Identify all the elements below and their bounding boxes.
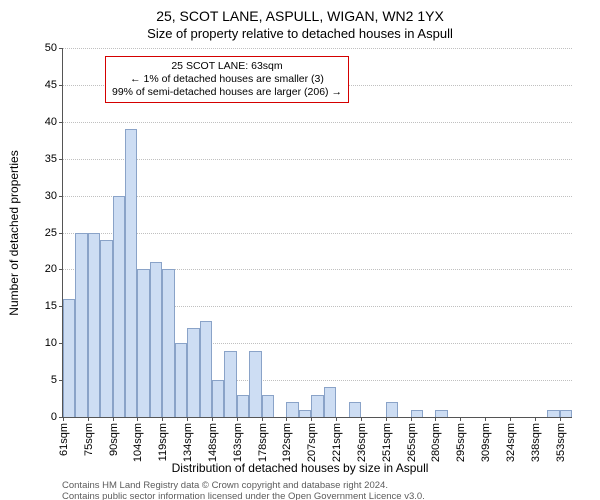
- gridline: [63, 233, 572, 234]
- xtick-mark: [311, 417, 312, 421]
- xtick-label: 207sqm: [304, 423, 318, 462]
- footer-line-2: Contains public sector information licen…: [62, 491, 572, 500]
- plot-area: 0510152025303540455061sqm75sqm90sqm104sq…: [62, 48, 572, 418]
- ytick-label: 35: [45, 153, 63, 165]
- histogram-bar: [286, 402, 298, 417]
- xtick-label: 221sqm: [329, 423, 343, 462]
- chart-subtitle: Size of property relative to detached ho…: [0, 26, 600, 41]
- xtick-mark: [336, 417, 337, 421]
- xtick-label: 134sqm: [180, 423, 194, 462]
- xtick-label: 104sqm: [130, 423, 144, 462]
- footer-line-1: Contains HM Land Registry data © Crown c…: [62, 480, 572, 491]
- xtick-label: 236sqm: [354, 423, 368, 462]
- xtick-label: 280sqm: [428, 423, 442, 462]
- ytick-label: 50: [45, 42, 63, 54]
- xtick-label: 178sqm: [255, 423, 269, 462]
- histogram-bar: [187, 328, 199, 417]
- ytick-label: 0: [51, 411, 63, 423]
- histogram-bar: [75, 233, 87, 418]
- gridline: [63, 196, 572, 197]
- x-axis-label: Distribution of detached houses by size …: [0, 461, 600, 475]
- gridline: [63, 159, 572, 160]
- xtick-mark: [510, 417, 511, 421]
- xtick-mark: [212, 417, 213, 421]
- histogram-bar: [63, 299, 75, 417]
- histogram-bar: [249, 351, 261, 417]
- xtick-mark: [411, 417, 412, 421]
- xtick-mark: [88, 417, 89, 421]
- xtick-mark: [560, 417, 561, 421]
- xtick-mark: [262, 417, 263, 421]
- gridline: [63, 48, 572, 49]
- histogram-bar: [349, 402, 361, 417]
- xtick-label: 192sqm: [279, 423, 293, 462]
- xtick-label: 148sqm: [205, 423, 219, 462]
- xtick-mark: [435, 417, 436, 421]
- xtick-mark: [63, 417, 64, 421]
- histogram-bar: [200, 321, 212, 417]
- histogram-bar: [386, 402, 398, 417]
- ytick-label: 30: [45, 190, 63, 202]
- xtick-mark: [460, 417, 461, 421]
- histogram-bar: [411, 410, 423, 417]
- ytick-label: 15: [45, 300, 63, 312]
- histogram-bar: [237, 395, 249, 417]
- histogram-bar: [311, 395, 323, 417]
- annotation-line-3: 99% of semi-detached houses are larger (…: [112, 86, 342, 99]
- histogram-bar: [175, 343, 187, 417]
- histogram-bar: [547, 410, 559, 417]
- ytick-label: 25: [45, 227, 63, 239]
- ytick-label: 40: [45, 116, 63, 128]
- xtick-label: 61sqm: [56, 423, 70, 456]
- xtick-label: 251sqm: [379, 423, 393, 462]
- ytick-label: 10: [45, 337, 63, 349]
- ytick-label: 45: [45, 79, 63, 91]
- xtick-mark: [286, 417, 287, 421]
- annotation-box: 25 SCOT LANE: 63sqm ← 1% of detached hou…: [105, 56, 349, 103]
- xtick-mark: [187, 417, 188, 421]
- xtick-mark: [485, 417, 486, 421]
- gridline: [63, 122, 572, 123]
- xtick-mark: [237, 417, 238, 421]
- xtick-label: 163sqm: [230, 423, 244, 462]
- property-size-chart: 25, SCOT LANE, ASPULL, WIGAN, WN2 1YX Si…: [0, 0, 600, 500]
- histogram-bar: [262, 395, 274, 417]
- histogram-bar: [212, 380, 224, 417]
- histogram-bar: [113, 196, 125, 417]
- ytick-label: 5: [51, 374, 63, 386]
- histogram-bar: [125, 129, 137, 417]
- histogram-bar: [137, 269, 149, 417]
- histogram-bar: [150, 262, 162, 417]
- histogram-bar: [162, 269, 174, 417]
- histogram-bar: [299, 410, 311, 417]
- ytick-label: 20: [45, 263, 63, 275]
- y-axis-label: Number of detached properties: [7, 150, 21, 315]
- histogram-bar: [560, 410, 572, 417]
- xtick-mark: [535, 417, 536, 421]
- xtick-mark: [162, 417, 163, 421]
- xtick-mark: [361, 417, 362, 421]
- xtick-label: 119sqm: [155, 423, 169, 461]
- histogram-bar: [224, 351, 236, 417]
- histogram-bar: [324, 387, 336, 417]
- annotation-line-1: 25 SCOT LANE: 63sqm: [112, 60, 342, 73]
- xtick-label: 75sqm: [81, 423, 95, 456]
- xtick-label: 265sqm: [404, 423, 418, 462]
- xtick-label: 338sqm: [528, 423, 542, 462]
- annotation-line-2: ← 1% of detached houses are smaller (3): [112, 73, 342, 86]
- histogram-bar: [88, 233, 100, 418]
- xtick-mark: [137, 417, 138, 421]
- histogram-bar: [100, 240, 112, 417]
- xtick-label: 324sqm: [503, 423, 517, 462]
- xtick-label: 90sqm: [106, 423, 120, 456]
- chart-title: 25, SCOT LANE, ASPULL, WIGAN, WN2 1YX: [0, 8, 600, 24]
- xtick-label: 353sqm: [553, 423, 567, 462]
- xtick-label: 295sqm: [453, 423, 467, 462]
- xtick-mark: [386, 417, 387, 421]
- xtick-label: 309sqm: [478, 423, 492, 462]
- xtick-mark: [113, 417, 114, 421]
- histogram-bar: [435, 410, 447, 417]
